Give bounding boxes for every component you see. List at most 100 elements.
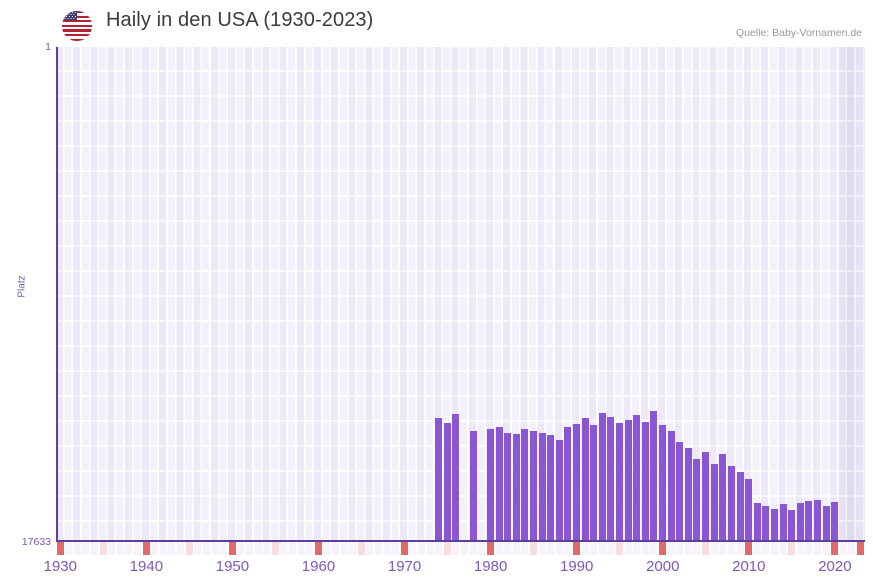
x-axis-tick-mark xyxy=(461,542,469,555)
x-axis-tick-mark xyxy=(65,542,73,555)
y-axis-title: Platz xyxy=(16,275,28,298)
bar[interactable] xyxy=(555,440,563,541)
x-axis-tick-label: 1960 xyxy=(301,558,336,575)
bar[interactable] xyxy=(676,441,684,541)
gridlines xyxy=(56,47,865,541)
x-axis-tick-mark xyxy=(572,542,580,555)
bar[interactable] xyxy=(659,424,667,541)
bar[interactable] xyxy=(693,458,701,541)
bar[interactable] xyxy=(684,448,692,541)
x-axis-tick-mark xyxy=(822,542,830,555)
bar[interactable] xyxy=(762,506,770,541)
bar[interactable] xyxy=(641,421,649,541)
x-axis-tick-mark xyxy=(73,542,81,555)
y-axis-bottom-tick-label: 17633 xyxy=(21,536,51,548)
bar[interactable] xyxy=(788,510,796,541)
x-axis-tick-mark xyxy=(839,542,847,555)
x-axis-tick-mark xyxy=(280,542,288,555)
x-axis-tick-mark xyxy=(590,542,598,555)
bar[interactable] xyxy=(443,423,451,541)
bar[interactable] xyxy=(469,430,477,541)
x-axis-tick-mark xyxy=(813,542,821,555)
x-axis-tick-mark xyxy=(202,542,210,555)
x-axis-tick-mark xyxy=(134,542,142,555)
x-axis-tick-mark xyxy=(667,542,675,555)
x-axis-tick-mark xyxy=(340,542,348,555)
bar[interactable] xyxy=(813,500,821,541)
x-axis-tick-mark xyxy=(323,542,331,555)
bar[interactable] xyxy=(719,453,727,541)
bar[interactable] xyxy=(598,413,606,541)
x-axis-tick-label: 1940 xyxy=(129,558,164,575)
x-axis-tick-mark xyxy=(245,542,253,555)
x-axis-tick-mark xyxy=(220,542,228,555)
chart-header: Haily in den USA (1930-2023) Quelle: Bab… xyxy=(0,0,873,47)
x-axis-tick-mark xyxy=(228,542,236,555)
x-axis-tick-mark xyxy=(598,542,606,555)
bar[interactable] xyxy=(736,471,744,541)
x-axis-tick-mark xyxy=(142,542,150,555)
bar[interactable] xyxy=(727,466,735,541)
bar[interactable] xyxy=(452,414,460,541)
bar[interactable] xyxy=(624,419,632,541)
bar[interactable] xyxy=(435,418,443,541)
x-axis-tick-mark xyxy=(237,542,245,555)
bar[interactable] xyxy=(486,429,494,541)
grid-column-shading xyxy=(56,47,865,541)
bar[interactable] xyxy=(521,429,529,541)
x-axis-tick-mark xyxy=(624,542,632,555)
bar[interactable] xyxy=(607,416,615,541)
x-axis-tick-mark xyxy=(306,542,314,555)
bar[interactable] xyxy=(564,426,572,541)
bar[interactable] xyxy=(753,502,761,541)
x-axis-tick-mark xyxy=(185,542,193,555)
bar[interactable] xyxy=(805,501,813,541)
x-axis-tick-mark xyxy=(736,542,744,555)
bar[interactable] xyxy=(538,433,546,541)
x-axis-tick-mark xyxy=(159,542,167,555)
x-axis-tick-mark xyxy=(478,542,486,555)
y-axis-top-tick-label: 1 xyxy=(45,41,51,53)
bar[interactable] xyxy=(822,506,830,541)
bar[interactable] xyxy=(504,433,512,541)
x-axis-tick-label: 1980 xyxy=(473,558,508,575)
x-axis-tick-mark xyxy=(426,542,434,555)
x-axis-tick-mark xyxy=(831,542,839,555)
bar[interactable] xyxy=(616,422,623,541)
x-axis-tick-mark xyxy=(633,542,641,555)
x-axis-tick-mark xyxy=(366,542,374,555)
x-axis-tick-mark xyxy=(693,542,701,555)
x-axis-tick-mark xyxy=(745,542,753,555)
x-axis-tick-mark xyxy=(108,542,116,555)
bar[interactable] xyxy=(633,415,641,541)
bar[interactable] xyxy=(529,431,537,541)
bar[interactable] xyxy=(667,430,675,541)
bar[interactable] xyxy=(590,425,598,541)
x-axis-tick-mark xyxy=(805,542,813,555)
x-axis-tick-mark xyxy=(504,542,512,555)
x-axis-tick-mark xyxy=(469,542,477,555)
page-title: Haily in den USA (1930-2023) xyxy=(106,9,374,31)
bar[interactable] xyxy=(547,434,555,541)
bar[interactable] xyxy=(779,503,787,541)
x-axis-tick-label: 2020 xyxy=(818,558,852,575)
bar[interactable] xyxy=(495,427,503,541)
bar[interactable] xyxy=(770,509,778,541)
x-axis-tick-mark xyxy=(607,542,615,555)
bar[interactable] xyxy=(710,463,718,541)
bar[interactable] xyxy=(745,479,753,541)
bar[interactable] xyxy=(572,423,580,541)
bar[interactable] xyxy=(581,417,589,541)
bar[interactable] xyxy=(650,410,658,541)
bar[interactable] xyxy=(702,452,710,541)
flag-canton xyxy=(62,11,77,21)
us-flag-icon xyxy=(62,11,92,41)
bar[interactable] xyxy=(831,502,839,541)
x-axis-tick-mark xyxy=(581,542,589,555)
x-axis-tick-mark xyxy=(641,542,649,555)
bar[interactable] xyxy=(512,433,520,541)
bar[interactable] xyxy=(796,503,804,541)
x-axis-tick-mark xyxy=(99,542,107,555)
x-axis-tick-mark xyxy=(710,542,718,555)
flag-stripes xyxy=(62,11,92,41)
